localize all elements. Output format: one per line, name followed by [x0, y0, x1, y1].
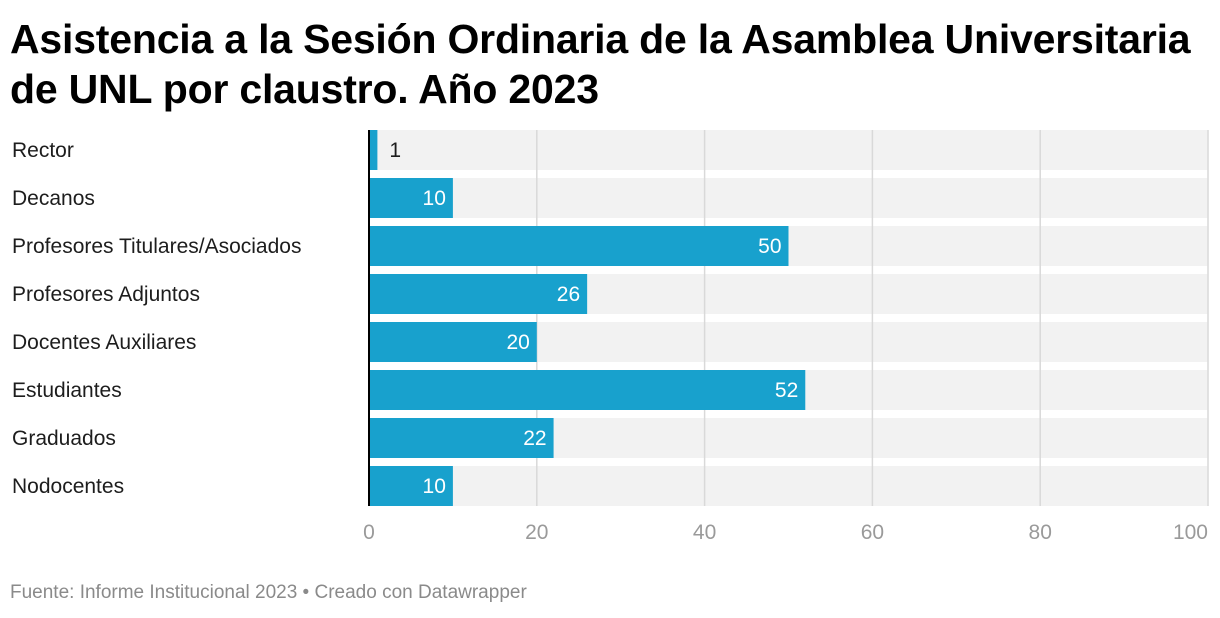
bar [369, 274, 588, 314]
value-label: 50 [758, 235, 781, 258]
category-label: Estudiantes [12, 379, 122, 402]
bar [369, 226, 789, 266]
source-footer: Fuente: Informe Institucional 2023 • Cre… [10, 582, 527, 603]
x-tick-label: 100 [1173, 521, 1208, 544]
value-label: 52 [775, 379, 798, 402]
category-label: Docentes Auxiliares [12, 331, 196, 354]
bar [369, 370, 806, 410]
x-tick-label: 40 [693, 521, 716, 544]
bar [369, 322, 537, 362]
value-label: 10 [423, 187, 446, 210]
x-tick-label: 60 [861, 521, 884, 544]
category-label: Profesores Adjuntos [12, 283, 200, 306]
bar [369, 178, 453, 218]
category-label: Graduados [12, 427, 116, 450]
value-label: 1 [389, 139, 401, 162]
category-label: Nodocentes [12, 475, 124, 498]
category-label: Rector [12, 139, 74, 162]
bar [369, 130, 378, 170]
row-background [369, 130, 1208, 170]
category-label: Profesores Titulares/Asociados [12, 235, 301, 258]
value-label: 10 [423, 475, 446, 498]
row-background [369, 466, 1208, 506]
chart-title: Asistencia a la Sesión Ordinaria de la A… [10, 16, 1191, 112]
x-tick-label: 0 [363, 521, 375, 544]
x-tick-label: 20 [525, 521, 548, 544]
row-background [369, 178, 1208, 218]
bar [369, 418, 554, 458]
value-label: 22 [523, 427, 546, 450]
category-label: Decanos [12, 187, 95, 210]
bar [369, 466, 453, 506]
value-label: 20 [506, 331, 529, 354]
x-tick-label: 80 [1029, 521, 1052, 544]
value-label: 26 [557, 283, 580, 306]
